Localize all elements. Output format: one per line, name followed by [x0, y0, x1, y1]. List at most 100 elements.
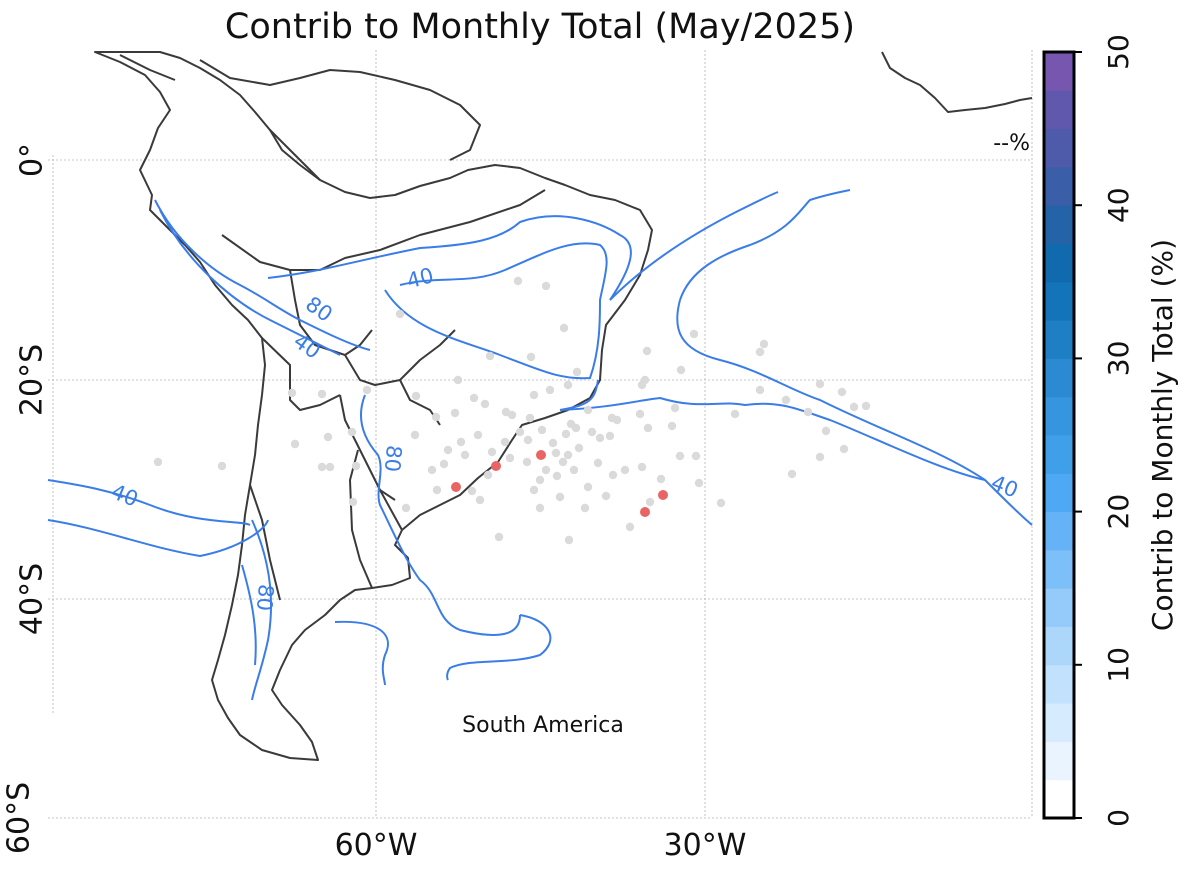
station-point: [410, 430, 420, 440]
contour-label: 40: [108, 479, 142, 511]
contour-line: [446, 614, 552, 681]
colorbar-tick-label: 0: [1102, 809, 1135, 827]
station-point: [395, 309, 405, 319]
station-point: [676, 365, 686, 375]
contour-label: 40: [988, 470, 1022, 502]
station-point: [821, 426, 831, 436]
station-point: [640, 375, 650, 385]
station-point: [507, 410, 517, 420]
station-point: [494, 532, 504, 542]
station-point: [551, 448, 561, 458]
colorbar-frame: [1042, 50, 1076, 820]
station-point: [837, 387, 847, 397]
station-point: [730, 409, 740, 419]
highlight-points: [451, 450, 668, 517]
station-point: [529, 390, 539, 400]
highlight-point: [451, 482, 461, 492]
station-point: [781, 395, 791, 405]
station-point: [620, 465, 630, 475]
station-point: [645, 497, 655, 507]
station-point: [559, 323, 569, 333]
colorbar-tick-label: 20: [1102, 494, 1135, 530]
station-point: [574, 443, 584, 453]
station-point: [453, 375, 463, 385]
contour-line: [384, 242, 608, 380]
contour-label: 80: [252, 583, 278, 612]
northern-coast: [119, 54, 481, 161]
colorbar-tick-label: 30: [1102, 341, 1135, 377]
colorbar-step: [1044, 741, 1074, 781]
station-point: [670, 403, 680, 413]
lat-tick-40s: 40°S: [15, 563, 50, 635]
colorbar-step: [1044, 626, 1074, 666]
station-point: [290, 439, 300, 449]
station-point: [759, 339, 769, 349]
station-point: [561, 429, 571, 439]
africa-coastline: [881, 51, 1033, 113]
contour-line: [676, 299, 986, 481]
highlight-point: [536, 450, 546, 460]
colorbar-step: [1044, 779, 1074, 819]
station-point: [643, 423, 653, 433]
station-point: [475, 495, 485, 505]
station-point: [513, 276, 523, 286]
station-point: [515, 427, 525, 437]
lon-tick-30w: 30°W: [664, 828, 747, 863]
colorbar: 0 10 20 30 40 50 Contrib to Monthly Total (%): [1042, 34, 1179, 827]
station-point: [541, 465, 551, 475]
lon-tick-60w: 60°W: [335, 828, 418, 863]
station-point: [656, 474, 666, 484]
station-point: [525, 413, 535, 423]
colorbar-step: [1044, 52, 1074, 91]
station-point: [563, 380, 573, 390]
station-point: [535, 503, 545, 513]
contour-line: [241, 564, 257, 666]
colorbar-step: [1044, 549, 1074, 589]
map-title: Contrib to Monthly Total (May/2025): [225, 7, 855, 47]
station-point: [815, 452, 825, 462]
station-point: [456, 437, 466, 447]
station-point: [608, 470, 618, 480]
station-point: [625, 522, 635, 532]
contour-line: [267, 215, 632, 301]
station-point: [347, 427, 357, 437]
station-point: [716, 498, 726, 508]
contour-line: [251, 519, 272, 701]
highlight-point: [640, 507, 650, 517]
station-point: [803, 407, 813, 417]
station-point: [362, 385, 372, 395]
station-point: [439, 459, 449, 469]
station-point: [566, 419, 576, 429]
country-borders: [221, 129, 546, 601]
colorbar-steps: [1044, 52, 1074, 819]
colorbar-step: [1044, 358, 1074, 398]
station-point: [217, 461, 227, 471]
percent-readout: --%: [993, 131, 1030, 156]
contour-label: 80: [301, 292, 337, 327]
station-point: [552, 471, 562, 481]
station-point: [563, 450, 573, 460]
south-america-coastline: [94, 51, 653, 761]
colorbar-tick-label: 40: [1102, 187, 1135, 223]
contour-line: [559, 379, 1033, 526]
station-point: [537, 425, 547, 435]
lat-tick-60s: 60°S: [2, 782, 37, 854]
station-point: [755, 385, 765, 395]
station-point: [460, 450, 470, 460]
station-point: [411, 391, 421, 401]
station-point: [505, 453, 515, 463]
station-point: [572, 367, 582, 377]
station-point: [605, 431, 615, 441]
colorbar-step: [1044, 473, 1074, 513]
station-point: [480, 399, 490, 409]
station-point: [317, 462, 327, 472]
colorbar-tick-label: 50: [1102, 34, 1135, 70]
contour-label: 40: [289, 329, 325, 364]
station-point: [580, 503, 590, 513]
colorbar-ticks: 0 10 20 30 40 50: [1074, 34, 1135, 827]
station-point: [642, 346, 652, 356]
contour-line: [679, 189, 851, 301]
station-point: [861, 401, 871, 411]
colorbar-step: [1044, 281, 1074, 321]
